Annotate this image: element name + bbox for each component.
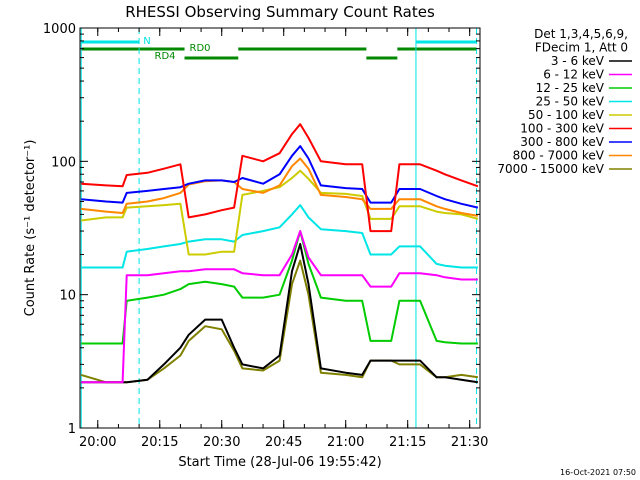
legend-entry-label: 7000 - 15000 keV: [497, 162, 604, 176]
y-tick-label: 100: [51, 155, 76, 170]
legend-entry-label: 800 - 7000 keV: [513, 149, 605, 163]
series-lines: [80, 123, 479, 384]
legend-entry-label: 12 - 25 keV: [536, 81, 605, 95]
legend-entry-label: 3 - 6 keV: [551, 54, 605, 68]
x-tick-label: 20:45: [265, 435, 302, 450]
legend-header: FDecim 1, Att 0: [535, 41, 628, 55]
series-line-6: [81, 145, 479, 209]
x-tick-label: 20:30: [203, 435, 240, 450]
series-line-4: [81, 169, 479, 256]
y-tick-label: 1000: [43, 22, 76, 37]
legend: Det 1,3,4,5,6,9,FDecim 1, Att 03 - 6 keV…: [497, 27, 632, 176]
flag-label-rd4: RD4: [155, 51, 176, 62]
legend-header: Det 1,3,4,5,6,9,: [534, 27, 628, 41]
x-axis: 20:00 20:15 20:30 20:45 21:00 21:15 21:30: [79, 28, 488, 450]
observing-flags: N RD0 RD4: [81, 36, 477, 62]
chart-title: RHESSI Observing Summary Count Rates: [125, 3, 435, 21]
legend-entry-label: 6 - 12 keV: [543, 68, 605, 82]
legend-entry-label: 300 - 800 keV: [520, 135, 604, 149]
flag-label-n: N: [143, 36, 150, 47]
flag-label-rd0: RD0: [190, 43, 211, 54]
series-line-0: [81, 243, 479, 384]
y-tick-label: 1: [68, 422, 76, 437]
plot-frame: [79, 27, 481, 429]
x-tick-label: 21:00: [327, 435, 364, 450]
x-tick-label: 20:15: [141, 435, 178, 450]
x-axis-label: Start Time (28-Jul-06 19:55:42): [178, 455, 381, 470]
series-line-5: [81, 123, 479, 233]
series-line-8: [80, 259, 479, 384]
x-tick-label: 20:00: [79, 435, 116, 450]
legend-entry-label: 100 - 300 keV: [520, 122, 604, 136]
legend-entry-label: 25 - 50 keV: [536, 95, 605, 109]
x-tick-label: 21:30: [451, 435, 488, 450]
y-axis-label: Count Rate (s⁻¹ detector⁻¹): [23, 140, 38, 317]
series-line-1: [81, 230, 478, 384]
series-line-7: [81, 157, 479, 217]
timestamp: 16-Oct-2021 07:50: [560, 468, 636, 477]
legend-entry-label: 50 - 100 keV: [528, 108, 605, 122]
y-axis: 1 10 100 1000: [43, 22, 480, 437]
x-tick-label: 21:15: [389, 435, 426, 450]
y-tick-label: 10: [59, 289, 76, 304]
series-line-2: [81, 230, 478, 345]
series-line-3: [81, 204, 478, 269]
